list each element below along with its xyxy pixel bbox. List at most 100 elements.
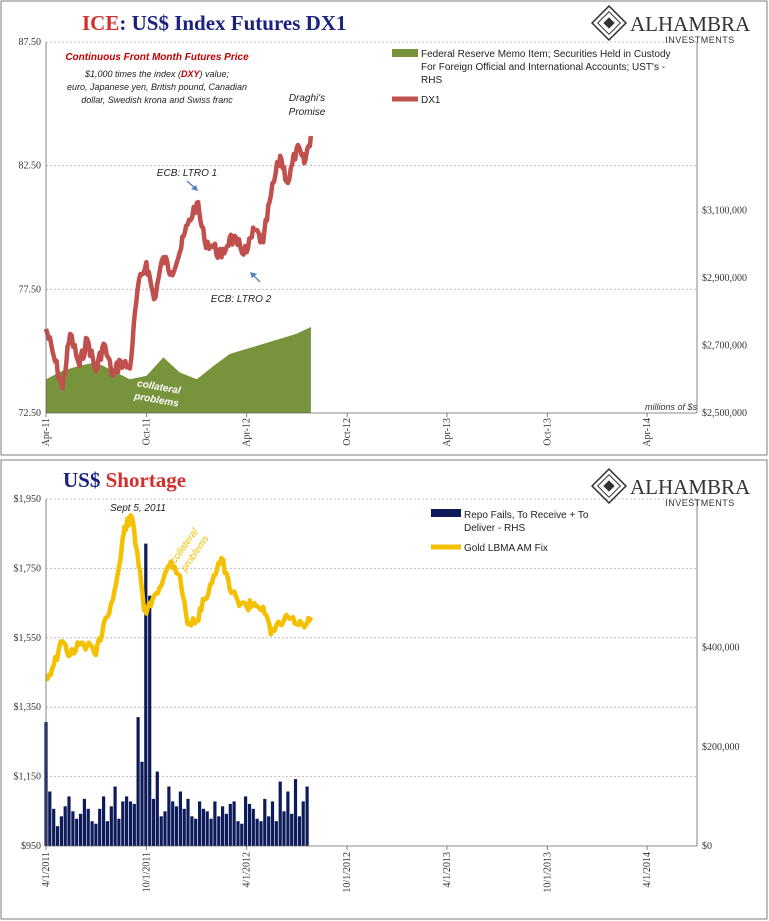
- top-ann-draghi-1: Draghi's: [289, 93, 325, 104]
- bottom-x-tick-label: 10/1/2013: [542, 852, 553, 893]
- bottom-repo-bar: [140, 761, 144, 846]
- bottom-repo-bar: [94, 823, 98, 846]
- top-left-tick-label: 72.50: [19, 408, 42, 419]
- bottom-legend-gold-label: Gold LBMA AM Fix: [464, 543, 548, 554]
- bottom-gridlines: [46, 498, 697, 777]
- top-ann-ltro2-arrowhead: [250, 272, 257, 278]
- bottom-repo-bar: [247, 803, 252, 846]
- bottom-repo-bar: [209, 818, 213, 846]
- bottom-repo-bar: [286, 791, 290, 846]
- bottom-repo-bar: [148, 595, 152, 846]
- top-ann-draghi-2: Promise: [289, 107, 326, 118]
- bottom-repo-bar: [167, 786, 171, 846]
- top-x-tick-label: Apr-13: [442, 418, 453, 447]
- top-x-tick-label: Apr-14: [642, 418, 653, 447]
- bottom-repo-bar: [182, 808, 186, 846]
- bottom-repo-bar: [121, 801, 125, 846]
- top-fed-area-series: [46, 327, 311, 413]
- bottom-repo-bar: [297, 816, 301, 846]
- bottom-repo-bar: [278, 781, 282, 846]
- top-left-tick-label: 82.50: [19, 161, 42, 172]
- bottom-repo-bar: [290, 813, 294, 846]
- bottom-title-prefix: US$: [63, 468, 100, 492]
- bottom-repo-bar: [151, 798, 156, 846]
- bottom-repo-bar: [90, 821, 94, 846]
- bottom-repo-bar: [213, 801, 217, 846]
- bottom-title-rest: Shortage: [100, 468, 186, 492]
- bottom-panel-frame: [0, 459, 768, 920]
- bottom-repo-bar: [125, 796, 129, 846]
- top-left-tick-label: 77.50: [19, 284, 42, 295]
- bottom-x-tick-label: 4/1/2012: [242, 852, 253, 888]
- top-note-head: Continuous Front Month Futures Price: [65, 52, 249, 63]
- bottom-repo-bar: [201, 808, 205, 846]
- top-note-line3: dollar, Swedish krona and Swiss franc: [81, 95, 233, 105]
- bottom-right-tick-label: $200,000: [702, 742, 740, 753]
- bottom-legend-repo-swatch: [431, 509, 461, 517]
- bottom-repo-bar: [305, 786, 309, 846]
- bottom-repo-bar: [198, 801, 202, 846]
- bottom-repo-bar: [240, 823, 244, 846]
- top-legend-fed-line1: Federal Reserve Memo Item; Securities He…: [421, 49, 671, 60]
- bottom-repo-bar: [144, 543, 148, 846]
- bottom-x-tick-label: 10/1/2012: [342, 852, 353, 893]
- bottom-left-tick-label: $1,750: [14, 563, 42, 574]
- bottom-x-tick-label: 4/1/2013: [442, 852, 453, 888]
- bottom-x-tick-label: 4/1/2011: [41, 852, 52, 887]
- bottom-repo-bar: [236, 821, 240, 846]
- bottom-brand-sub: INVESTMENTS: [665, 498, 735, 508]
- top-x-tick-label: Oct-13: [542, 418, 553, 446]
- top-title-rest: : US$ Index Futures DX1: [119, 11, 346, 35]
- top-ann-ltro1: ECB: LTRO 1: [157, 168, 217, 179]
- top-x-tick-label: Oct-11: [141, 418, 152, 445]
- top-note-line2: euro, Japanese yen, British pound, Canad…: [67, 82, 247, 92]
- top-fed-area: [46, 327, 311, 413]
- bottom-repo-bar: [267, 816, 271, 846]
- top-dx1-line-series: [43, 135, 314, 391]
- bottom-repo-bar: [98, 808, 102, 846]
- top-note-line1b: DXY: [181, 69, 201, 79]
- top-right-tick-label: $3,100,000: [702, 206, 747, 217]
- top-units-note: millions of $s: [645, 402, 698, 412]
- top-brand-sub: INVESTMENTS: [665, 35, 735, 45]
- top-left-tick-label: 87.50: [19, 37, 42, 48]
- bottom-repo-bar: [171, 801, 175, 846]
- bottom-repo-bar: [163, 811, 167, 846]
- bottom-repo-bar: [48, 791, 52, 846]
- top-chart-title: ICE: US$ Index Futures DX1: [82, 11, 347, 35]
- bottom-repo-bar: [301, 801, 305, 846]
- bottom-repo-bar: [224, 813, 228, 846]
- bottom-repo-bar: [217, 816, 221, 846]
- bottom-repo-bar: [155, 771, 159, 846]
- top-ann-ltro2: ECB: LTRO 2: [211, 294, 272, 305]
- bottom-legend-repo-line2: Deliver - RHS: [464, 523, 525, 534]
- bottom-repo-bar: [190, 816, 194, 846]
- bottom-repo-bar: [117, 818, 121, 846]
- bottom-x-tick-label: 10/1/2011: [141, 852, 152, 892]
- bottom-repo-bar: [282, 811, 286, 846]
- bottom-right-tick-label: $400,000: [702, 643, 740, 654]
- top-legend-dx-label: DX1: [421, 95, 441, 106]
- top-right-tick-label: $2,700,000: [702, 341, 747, 352]
- bottom-repo-bar: [293, 779, 298, 846]
- top-right-tick-label: $2,900,000: [702, 273, 747, 284]
- alhambra-diamond-icon: [590, 467, 628, 505]
- bottom-repo-bar: [71, 811, 75, 846]
- bottom-repo-bar: [259, 821, 263, 846]
- bottom-ann-sept: Sept 5, 2011: [110, 503, 166, 514]
- bottom-brand-logo: ALHAMBRA INVESTMENTS: [590, 467, 751, 508]
- bottom-repo-bar: [263, 798, 267, 846]
- bottom-left-tick-label: $1,350: [14, 702, 42, 713]
- top-legend-fed-swatch: [392, 49, 418, 57]
- bottom-brand-name: ALHAMBRA: [630, 475, 751, 499]
- bottom-left-tick-label: $1,950: [14, 494, 42, 505]
- bottom-repo-bar: [232, 801, 236, 846]
- bottom-repo-bar: [86, 808, 90, 846]
- bottom-repo-bar: [244, 796, 248, 846]
- bottom-repo-bar: [186, 798, 190, 846]
- bottom-repo-bar: [52, 808, 56, 846]
- bottom-left-tick-label: $1,550: [14, 633, 42, 644]
- bottom-repo-bar: [274, 821, 278, 846]
- top-title-prefix: ICE: [82, 11, 119, 35]
